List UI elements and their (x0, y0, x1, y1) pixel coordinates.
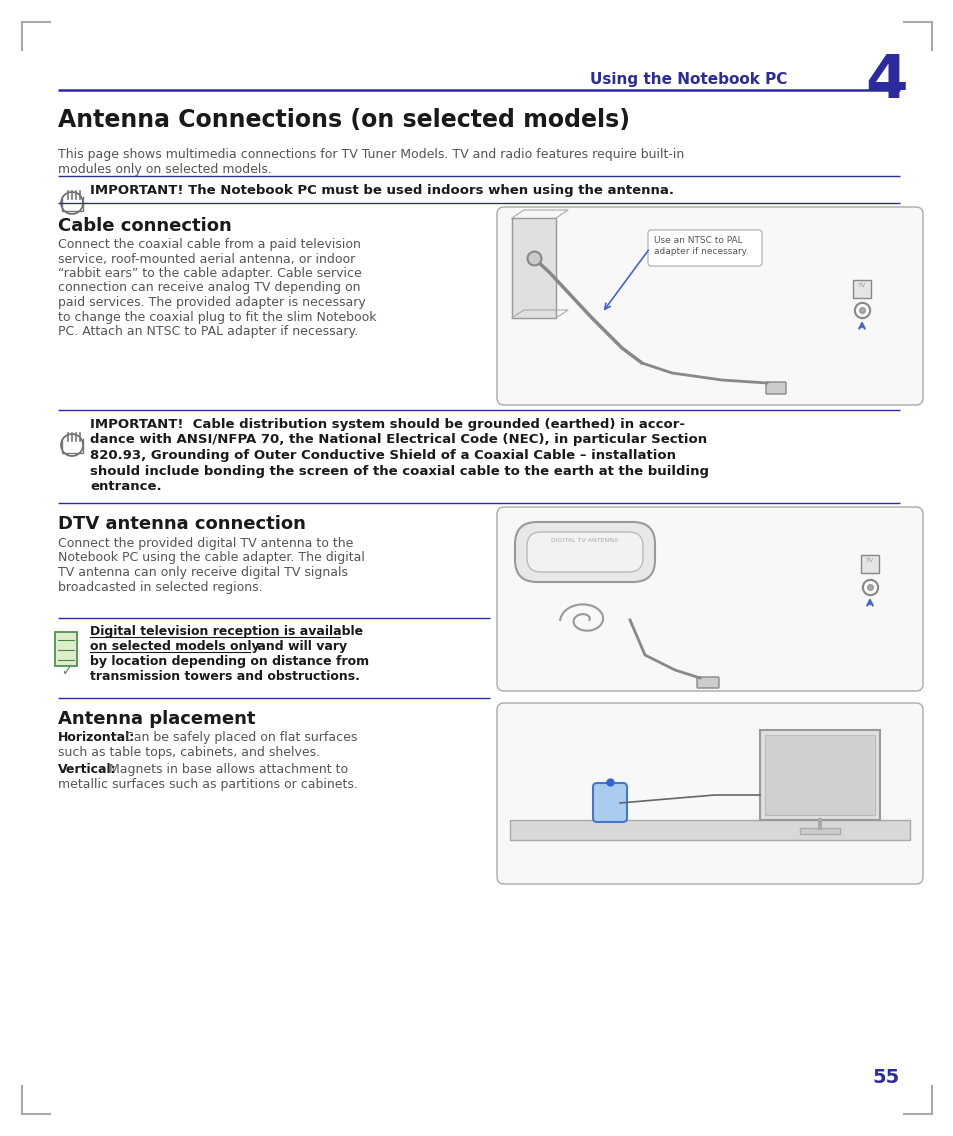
Text: Vertical:: Vertical: (58, 763, 116, 776)
FancyBboxPatch shape (765, 382, 785, 394)
Text: paid services. The provided adapter is necessary: paid services. The provided adapter is n… (58, 296, 365, 309)
Text: DTV antenna connection: DTV antenna connection (58, 515, 306, 533)
Text: 55: 55 (872, 1068, 899, 1087)
Text: ✓: ✓ (61, 665, 71, 678)
Text: by location depending on distance from: by location depending on distance from (90, 655, 369, 668)
Text: IMPORTANT! The Notebook PC must be used indoors when using the antenna.: IMPORTANT! The Notebook PC must be used … (90, 184, 673, 197)
Text: 820.93, Grounding of Outer Conductive Shield of a Coaxial Cable – installation: 820.93, Grounding of Outer Conductive Sh… (90, 449, 676, 462)
Bar (764, 735, 874, 815)
Bar (800, 828, 840, 834)
Text: service, roof-mounted aerial antenna, or indoor: service, roof-mounted aerial antenna, or… (58, 252, 355, 266)
FancyBboxPatch shape (515, 523, 655, 582)
Text: Connect the coaxial cable from a paid television: Connect the coaxial cable from a paid te… (58, 239, 360, 251)
Text: TV: TV (865, 558, 873, 563)
FancyBboxPatch shape (647, 229, 761, 266)
Text: Antenna Connections (on selected models): Antenna Connections (on selected models) (58, 108, 629, 132)
FancyBboxPatch shape (510, 820, 909, 840)
Text: to change the coaxial plug to fit the slim Notebook: to change the coaxial plug to fit the sl… (58, 310, 376, 324)
Text: 4: 4 (864, 52, 907, 111)
Text: Horizontal:: Horizontal: (58, 730, 135, 744)
Text: PC. Attach an NTSC to PAL adapter if necessary.: PC. Attach an NTSC to PAL adapter if nec… (58, 325, 357, 339)
Text: entrance.: entrance. (90, 481, 161, 493)
Text: transmission towers and obstructions.: transmission towers and obstructions. (90, 670, 359, 683)
FancyBboxPatch shape (497, 507, 923, 691)
Text: Magnets in base allows attachment to: Magnets in base allows attachment to (105, 763, 348, 776)
Text: metallic surfaces such as partitions or cabinets.: metallic surfaces such as partitions or … (58, 778, 357, 791)
Text: on selected models only: on selected models only (90, 640, 259, 653)
Text: dance with ANSI/NFPA 70, the National Electrical Code (NEC), in particular Secti: dance with ANSI/NFPA 70, the National El… (90, 434, 706, 446)
Text: TV: TV (857, 283, 865, 289)
Text: This page shows multimedia connections for TV Tuner Models. TV and radio feature: This page shows multimedia connections f… (58, 148, 683, 161)
FancyBboxPatch shape (497, 703, 923, 884)
Text: modules only on selected models.: modules only on selected models. (58, 162, 272, 176)
Text: Connect the provided digital TV antenna to the: Connect the provided digital TV antenna … (58, 537, 353, 550)
Bar (55, 632, 77, 666)
Text: “rabbit ears” to the cable adapter. Cable service: “rabbit ears” to the cable adapter. Cabl… (58, 267, 361, 279)
Text: Using the Notebook PC: Using the Notebook PC (589, 72, 786, 87)
Text: Use an NTSC to PAL
adapter if necessary.: Use an NTSC to PAL adapter if necessary. (654, 236, 748, 256)
Bar (852, 279, 870, 298)
Polygon shape (512, 218, 556, 318)
Bar (861, 556, 878, 573)
Text: Cable connection: Cable connection (58, 217, 232, 235)
Text: Can be safely placed on flat surfaces: Can be safely placed on flat surfaces (121, 730, 357, 744)
Text: Antenna placement: Antenna placement (58, 710, 255, 728)
FancyBboxPatch shape (526, 532, 642, 573)
Bar (760, 730, 879, 820)
Text: TV antenna can only receive digital TV signals: TV antenna can only receive digital TV s… (58, 566, 348, 579)
Text: should include bonding the screen of the coaxial cable to the earth at the build: should include bonding the screen of the… (90, 465, 708, 477)
Text: broadcasted in selected regions.: broadcasted in selected regions. (58, 580, 262, 593)
FancyBboxPatch shape (497, 207, 923, 406)
Text: such as table tops, cabinets, and shelves.: such as table tops, cabinets, and shelve… (58, 746, 320, 759)
Text: and will vary: and will vary (253, 640, 347, 653)
Text: connection can receive analog TV depending on: connection can receive analog TV dependi… (58, 282, 360, 294)
Text: IMPORTANT!  Cable distribution system should be grounded (earthed) in accor-: IMPORTANT! Cable distribution system sho… (90, 418, 684, 431)
Text: DIGITAL TV ANTENNA: DIGITAL TV ANTENNA (551, 538, 618, 543)
Text: Digital television reception is available: Digital television reception is availabl… (90, 625, 363, 638)
FancyBboxPatch shape (593, 783, 626, 822)
FancyBboxPatch shape (697, 677, 719, 688)
Text: Notebook PC using the cable adapter. The digital: Notebook PC using the cable adapter. The… (58, 551, 364, 565)
